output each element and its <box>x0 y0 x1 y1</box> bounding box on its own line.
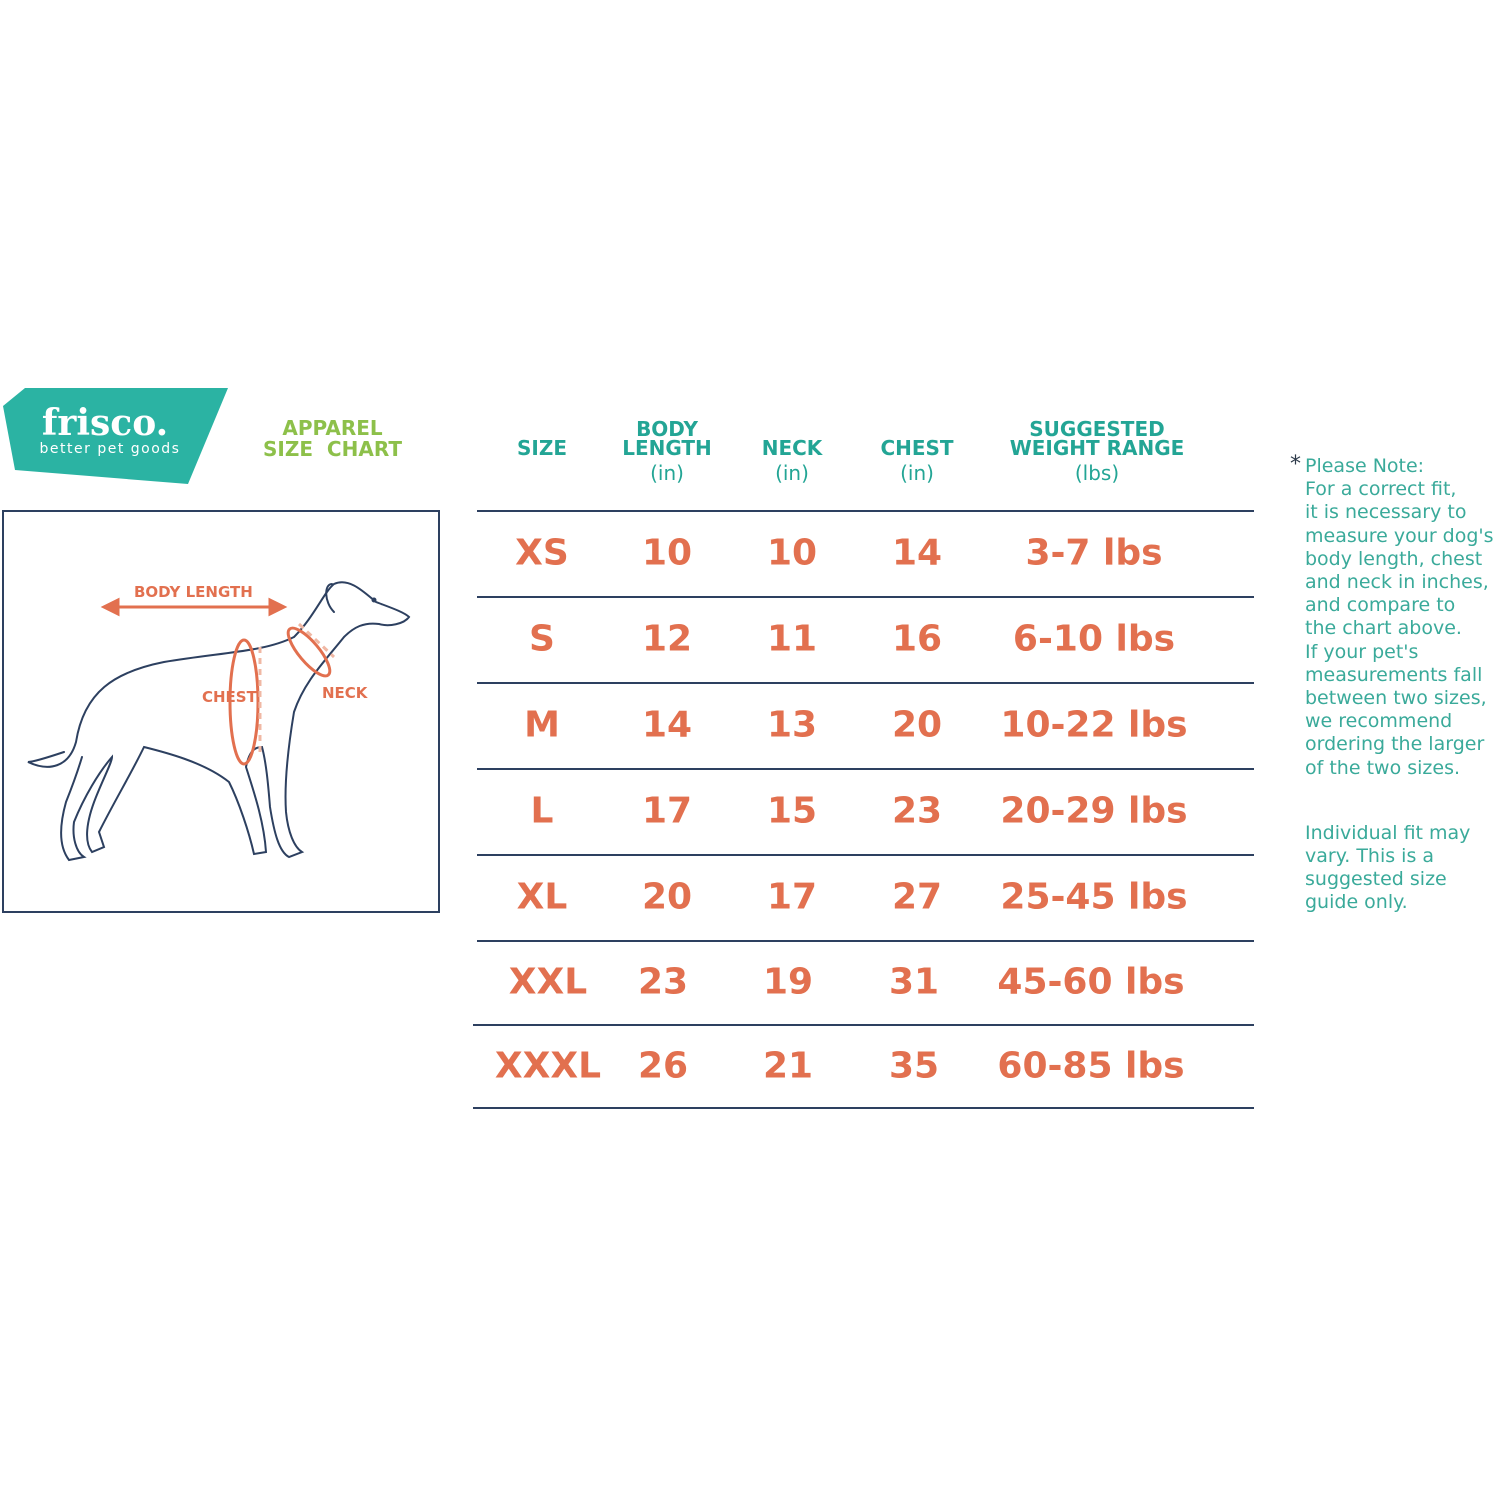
table-cell: 16 <box>891 618 943 660</box>
table-cell: 20 <box>641 876 693 918</box>
brand-tagline: better pet goods <box>39 441 181 457</box>
note-line: we recommend <box>1305 710 1453 733</box>
table-cell: M <box>524 704 560 746</box>
note-line: suggested size <box>1305 868 1447 891</box>
note-line: the chart above. <box>1305 617 1462 640</box>
dog-illustration <box>27 581 411 862</box>
column-header-title: SIZE <box>516 436 568 460</box>
chest-label: CHEST <box>202 688 257 706</box>
table-cell: 13 <box>766 704 818 746</box>
note-line: measure your dog's <box>1305 524 1494 547</box>
column-header-title: WEIGHT RANGE <box>1009 436 1185 460</box>
table-cell: 10 <box>641 532 693 574</box>
chart-title-line1: APPAREL <box>282 416 383 440</box>
column-header-title: BODY <box>636 417 698 441</box>
column-header-unit: (in) <box>650 461 684 485</box>
table-cell: 17 <box>641 790 693 832</box>
table-cell: XL <box>516 876 568 918</box>
column-header: SIZE <box>516 436 568 460</box>
note-line: measurements fall <box>1305 663 1483 686</box>
note-line: and neck in inches, <box>1305 571 1489 594</box>
column-header-title: SUGGESTED <box>1029 417 1165 441</box>
table-cell: XXL <box>508 961 588 1003</box>
table-cell: 60-85 lbs <box>997 1045 1185 1086</box>
table-cell: 25-45 lbs <box>1000 876 1188 918</box>
row-divider <box>477 510 1254 512</box>
note-line: Individual fit may <box>1305 821 1471 844</box>
note-paragraph: Please Note: For a correct fit, it is nece… <box>1305 455 1500 780</box>
table-cell: 12 <box>641 618 693 660</box>
table-cell: 21 <box>762 1045 814 1086</box>
table-cell: 14 <box>641 704 693 746</box>
table-cell: 10 <box>766 532 818 574</box>
note-line: For a correct fit, <box>1305 478 1457 501</box>
column-header-unit: (lbs) <box>1074 461 1120 485</box>
note-line: vary. This is a <box>1305 845 1435 868</box>
row-divider <box>477 596 1254 598</box>
column-header-unit: (in) <box>775 461 809 485</box>
table-cell: XXXL <box>494 1045 602 1086</box>
row-divider <box>473 1024 1254 1026</box>
table-cell: 31 <box>888 961 940 1003</box>
table-cell: 6-10 lbs <box>1012 618 1176 660</box>
table-cell: 27 <box>891 876 943 918</box>
table-cell: S <box>529 618 555 660</box>
table-cell: L <box>530 790 554 832</box>
table-cell: 45-60 lbs <box>997 961 1185 1003</box>
column-header-title: CHEST <box>880 436 954 460</box>
row-divider <box>477 768 1254 770</box>
dog-measurement-diagram: BODY LENGTH CHEST NECK <box>2 510 440 913</box>
table-cell: 26 <box>637 1045 689 1086</box>
note-line: between two sizes, <box>1305 687 1487 710</box>
table-cell: 23 <box>891 790 943 832</box>
table-cell: 17 <box>766 876 818 918</box>
column-header-unit: (in) <box>900 461 934 485</box>
asterisk: * <box>1290 452 1301 477</box>
row-divider <box>477 940 1254 942</box>
column-header-title: NECK <box>761 436 823 460</box>
note-line: guide only. <box>1305 891 1408 914</box>
note-line: ordering the larger <box>1305 733 1485 756</box>
column-header: BODY LENGTH (in) <box>622 417 712 485</box>
note-line: If your pet's <box>1305 640 1419 663</box>
table-cell: 20-29 lbs <box>1000 790 1188 832</box>
table-cell: 11 <box>766 618 818 660</box>
row-divider <box>473 1107 1254 1109</box>
brand-logo-text: frisco. <box>41 402 169 444</box>
measurement-arrows <box>100 597 336 766</box>
table-cell: 3-7 lbs <box>1025 532 1163 574</box>
note-line: and compare to <box>1305 594 1456 617</box>
table-cell: 20 <box>891 704 943 746</box>
body-length-label: BODY LENGTH <box>134 583 253 601</box>
column-header: SUGGESTED WEIGHT RANGE (lbs) <box>1009 417 1185 485</box>
neck-label: NECK <box>322 684 368 702</box>
table-cell: 14 <box>891 532 943 574</box>
row-divider <box>477 682 1254 684</box>
fit-note: * Please Note: For a correct fit, it is ne… <box>1290 452 1500 915</box>
note-line: of the two sizes. <box>1305 756 1461 779</box>
table-cell: XS <box>515 532 569 574</box>
table-cell: 10-22 lbs <box>1000 704 1188 746</box>
table-cell: 19 <box>762 961 814 1003</box>
table-cell: 23 <box>637 961 689 1003</box>
note-line: Please Note: <box>1305 455 1425 477</box>
note-disclaimer: Individual fit may vary. This is a suggest… <box>1305 822 1500 915</box>
frisco-logo-badge <box>3 388 228 484</box>
table-cell: 35 <box>888 1045 940 1086</box>
row-divider <box>477 854 1254 856</box>
note-line: it is necessary to <box>1305 501 1467 524</box>
column-header: CHEST (in) <box>880 436 954 485</box>
chart-title-line2: SIZE CHART <box>263 437 402 461</box>
note-line: body length, chest <box>1305 547 1483 570</box>
column-header: NECK (in) <box>761 436 823 485</box>
column-header-title: LENGTH <box>622 436 712 460</box>
table-cell: 15 <box>766 790 818 832</box>
